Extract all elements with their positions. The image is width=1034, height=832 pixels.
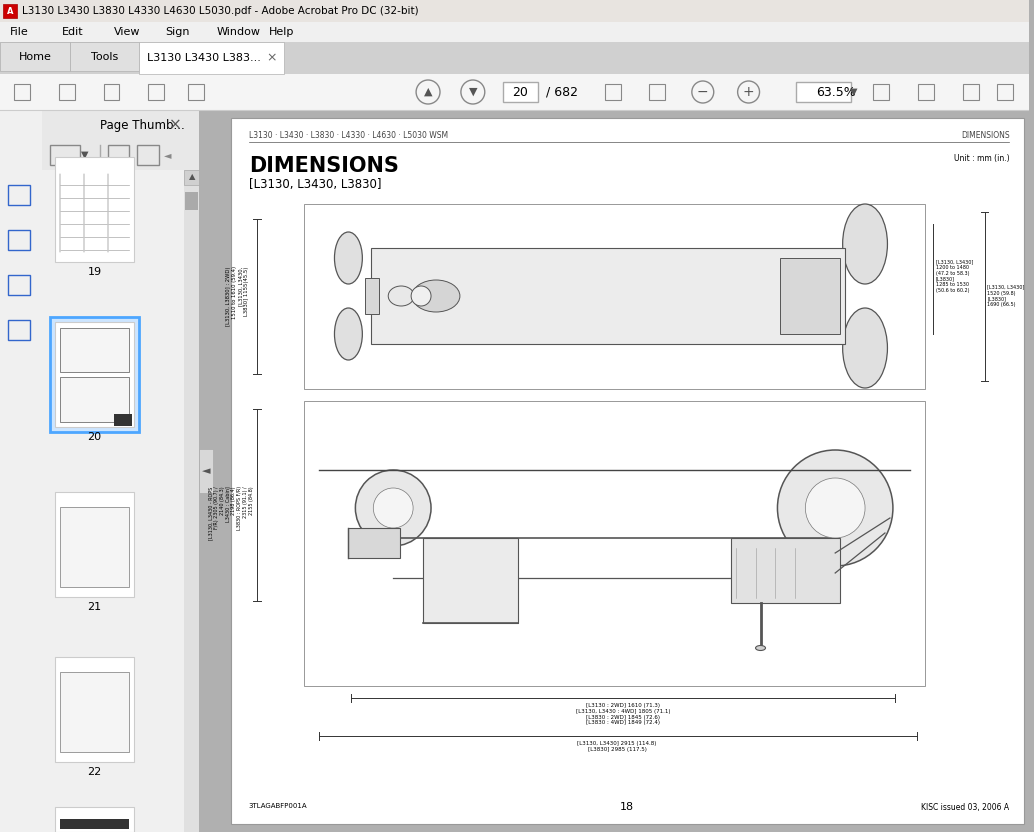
Bar xyxy=(69,42,140,71)
Bar xyxy=(60,819,129,829)
Text: +: + xyxy=(742,85,755,99)
Bar xyxy=(0,74,1029,110)
Bar xyxy=(8,320,30,340)
Bar xyxy=(423,538,518,623)
Bar xyxy=(796,82,851,102)
Text: [L3130, L3430] 2915 (114.8)
[L3830] 2985 (117.5): [L3130, L3430] 2915 (114.8) [L3830] 2985… xyxy=(578,741,657,752)
Bar xyxy=(371,248,845,344)
Text: ×: × xyxy=(267,52,277,65)
Bar xyxy=(998,84,1013,100)
Bar xyxy=(138,145,159,165)
Bar xyxy=(963,84,978,100)
Text: DIMENSIONS: DIMENSIONS xyxy=(249,156,399,176)
Bar xyxy=(0,42,69,71)
Text: 21: 21 xyxy=(88,602,101,612)
Text: ×: × xyxy=(169,117,182,132)
Text: Sign: Sign xyxy=(165,27,190,37)
Bar xyxy=(3,4,17,18)
Bar xyxy=(731,538,841,603)
Text: [L3130, L3430]
1520 (59.8)
[L3830]
1690 (66.5): [L3130, L3430] 1520 (59.8) [L3830] 1690 … xyxy=(987,285,1025,307)
Bar xyxy=(0,0,1029,22)
Bar xyxy=(8,185,30,205)
Bar xyxy=(184,170,200,185)
Text: / 682: / 682 xyxy=(546,86,578,98)
Bar xyxy=(348,528,400,558)
Text: [L3130, L3830] : 2WD)
1510 to 1610 (59.4)
[L3130, L3430,
L3830] 1155(45.5): [L3130, L3830] : 2WD) 1510 to 1610 (59.4… xyxy=(226,266,249,326)
Text: File: File xyxy=(10,27,29,37)
Bar xyxy=(0,110,200,832)
Ellipse shape xyxy=(334,308,362,360)
Bar xyxy=(60,507,129,587)
Bar xyxy=(60,672,129,752)
Text: [L3130, L3430, L3830]: [L3130, L3430, L3830] xyxy=(249,178,382,191)
Bar xyxy=(918,84,934,100)
Bar xyxy=(200,449,213,493)
Text: [L3130, L3430 - ROPS
F/R) 2305 (90.7) /
2140 (84.3)
L3430 : Cabin]
2198 (86.4)
L: [L3130, L3430 - ROPS F/R) 2305 (90.7) / … xyxy=(208,487,253,540)
Bar xyxy=(55,492,134,597)
Bar xyxy=(304,204,924,389)
Bar xyxy=(140,42,283,74)
Bar xyxy=(55,807,134,832)
Bar xyxy=(649,84,665,100)
Text: −: − xyxy=(697,85,708,99)
Text: [L3130, L3430]
1200 to 1480
(47.2 to 58.3)
[L3830]
1285 to 1530
(50.6 to 60.2): [L3130, L3430] 1200 to 1480 (47.2 to 58.… xyxy=(936,259,973,293)
Bar xyxy=(55,657,134,762)
Bar xyxy=(55,322,134,427)
Text: Page Thumb...: Page Thumb... xyxy=(99,118,184,131)
Ellipse shape xyxy=(334,232,362,284)
Circle shape xyxy=(412,286,431,306)
Bar xyxy=(50,145,80,165)
Bar xyxy=(0,110,1029,832)
Text: 20: 20 xyxy=(88,432,101,442)
Text: ◄: ◄ xyxy=(163,150,171,160)
Text: [L3130 : 2WD] 1610 (71.3)
[L3130, L3430 : 4WD] 1805 (71.1)
[L3830 : 2WD] 1845 (7: [L3130 : 2WD] 1610 (71.3) [L3130, L3430 … xyxy=(576,703,670,726)
Text: 22: 22 xyxy=(88,767,101,777)
Text: ▲: ▲ xyxy=(424,87,432,97)
Circle shape xyxy=(373,488,414,528)
Bar xyxy=(13,84,30,100)
Text: A: A xyxy=(6,7,13,16)
Text: L3130 L3430 L383...: L3130 L3430 L383... xyxy=(147,53,261,63)
Bar xyxy=(231,118,1025,824)
Bar xyxy=(188,84,204,100)
Text: ▼: ▼ xyxy=(468,87,477,97)
Ellipse shape xyxy=(388,286,414,306)
Bar xyxy=(873,84,889,100)
Text: 63.5%: 63.5% xyxy=(816,86,856,98)
Text: 19: 19 xyxy=(88,267,101,277)
Bar xyxy=(60,328,129,372)
Bar xyxy=(0,42,1029,74)
Bar xyxy=(304,401,924,686)
Bar xyxy=(605,84,621,100)
Text: L3130 L3430 L3830 L4330 L4630 L5030.pdf - Adobe Acrobat Pro DC (32-bit): L3130 L3430 L3830 L4330 L4630 L5030.pdf … xyxy=(22,6,419,16)
Bar xyxy=(60,377,129,422)
Ellipse shape xyxy=(843,204,887,284)
Bar xyxy=(41,140,200,170)
Bar xyxy=(55,157,134,262)
Bar xyxy=(50,317,140,432)
Bar xyxy=(781,258,841,334)
Text: Home: Home xyxy=(19,52,52,62)
Bar xyxy=(8,275,30,295)
Bar xyxy=(103,84,120,100)
Bar xyxy=(365,278,379,314)
Circle shape xyxy=(778,450,893,566)
Bar xyxy=(115,414,132,426)
Text: ◄: ◄ xyxy=(202,466,210,476)
Text: 18: 18 xyxy=(620,802,634,812)
Bar xyxy=(503,82,538,102)
Bar xyxy=(0,22,1029,42)
Bar xyxy=(148,84,164,100)
Text: Tools: Tools xyxy=(91,52,118,62)
Bar xyxy=(41,110,200,140)
Ellipse shape xyxy=(843,308,887,388)
Text: ▲: ▲ xyxy=(189,172,195,181)
Text: ▼: ▼ xyxy=(850,87,858,97)
Text: DIMENSIONS: DIMENSIONS xyxy=(961,131,1009,141)
Bar xyxy=(8,230,30,250)
Circle shape xyxy=(356,470,431,546)
Bar xyxy=(185,192,199,210)
Text: 20: 20 xyxy=(512,86,527,98)
Bar xyxy=(59,84,74,100)
Text: L3130 · L3430 · L3830 · L4330 · L4630 · L5030 WSM: L3130 · L3430 · L3830 · L4330 · L4630 · … xyxy=(249,131,448,141)
